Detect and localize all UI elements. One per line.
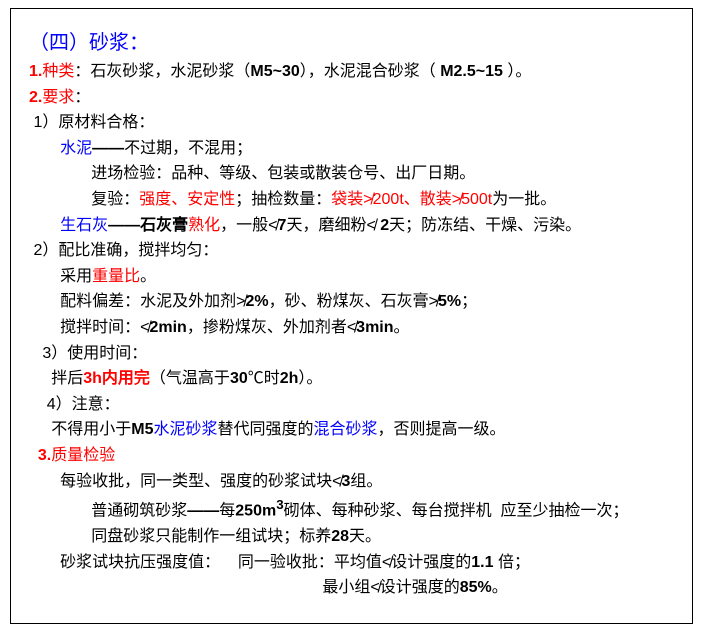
req-2b: 配料偏差：水泥及外加剂≯2%，砂、粉煤灰、石灰膏≯5%；: [29, 289, 682, 315]
req-3a: 拌后3h内用完（气温高于30℃时2h）。: [29, 366, 682, 392]
req-4a: 不得用小于M5水泥砂浆替代同强度的混合砂浆，否则提高一级。: [29, 417, 682, 443]
item-1: 1.种类：石灰砂浆，水泥砂浆（M5~30），水泥混合砂浆（ M2.5~15 ）。: [29, 59, 682, 85]
req-1b: 进场检验：品种、等级、包装或散装仓号、出厂日期。: [29, 161, 682, 187]
item-3: 3.质量检验: [29, 443, 682, 469]
req-3: 3）使用时间：: [29, 341, 682, 367]
req-4: 4）注意：: [29, 392, 682, 418]
req-2c: 搅拌时间：≮2min，掺粉煤灰、外加剂者≮3min。: [29, 315, 682, 341]
q2: 普通砌筑砂浆——每250m3砌体、每种砂浆、每台搅拌机 应至少抽检一次；: [29, 494, 682, 524]
req-1d: 生石灰——石灰膏熟化，一般≮7天，磨细粉≮ 2天；防冻结、干燥、污染。: [29, 213, 682, 239]
item-2: 2.要求：: [29, 85, 682, 111]
q4: 砂浆试块抗压强度值： 同一验收批：平均值≮设计强度的1.1 倍；: [29, 550, 682, 576]
document-frame: （四）砂浆： 1.种类：石灰砂浆，水泥砂浆（M5~30），水泥混合砂浆（ M2.…: [10, 8, 693, 624]
section-title: （四）砂浆：: [29, 27, 682, 59]
q5: 最小组≮设计强度的85%。: [29, 575, 682, 601]
req-2a: 采用重量比。: [29, 264, 682, 290]
q3: 同盘砂浆只能制作一组试块；标养28天。: [29, 524, 682, 550]
req-2: 2）配比准确，搅拌均匀：: [29, 238, 682, 264]
q1: 每验收批，同一类型、强度的砂浆试块≮3组。: [29, 469, 682, 495]
req-1: 1）原材料合格：: [29, 110, 682, 136]
req-1c: 复验：强度、安定性；抽检数量：袋装≯200t、散装≯500t为一批。: [29, 187, 682, 213]
req-1a: 水泥——不过期，不混用；: [29, 136, 682, 162]
